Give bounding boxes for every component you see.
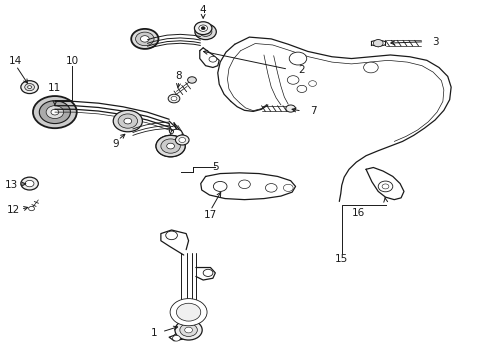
Circle shape xyxy=(199,25,207,31)
Circle shape xyxy=(135,32,154,46)
Circle shape xyxy=(39,101,70,123)
Circle shape xyxy=(171,96,177,101)
Text: 6: 6 xyxy=(167,126,174,136)
Text: 2: 2 xyxy=(297,65,304,75)
Circle shape xyxy=(166,143,174,149)
Text: 8: 8 xyxy=(175,71,182,81)
Text: 4: 4 xyxy=(200,5,206,15)
Circle shape xyxy=(287,76,298,84)
Circle shape xyxy=(176,303,201,321)
Circle shape xyxy=(166,143,174,149)
Circle shape xyxy=(33,96,77,128)
Text: 1: 1 xyxy=(151,328,158,338)
Circle shape xyxy=(265,184,277,192)
Circle shape xyxy=(170,298,206,326)
Circle shape xyxy=(51,109,59,115)
Circle shape xyxy=(172,336,180,341)
Circle shape xyxy=(161,139,180,153)
Circle shape xyxy=(194,22,211,35)
Circle shape xyxy=(165,231,177,240)
Circle shape xyxy=(213,181,226,192)
Text: 10: 10 xyxy=(65,57,78,66)
Circle shape xyxy=(283,184,292,192)
Circle shape xyxy=(199,27,211,36)
Text: 16: 16 xyxy=(351,208,364,218)
Circle shape xyxy=(156,135,185,157)
Circle shape xyxy=(363,62,377,73)
Text: 5: 5 xyxy=(212,162,218,172)
Text: 7: 7 xyxy=(309,107,316,116)
Circle shape xyxy=(187,77,196,83)
Circle shape xyxy=(118,114,137,128)
Circle shape xyxy=(208,57,216,62)
Text: 17: 17 xyxy=(203,210,217,220)
Circle shape xyxy=(29,206,34,211)
Text: 14: 14 xyxy=(8,57,21,66)
Text: 15: 15 xyxy=(334,253,347,264)
Text: 3: 3 xyxy=(431,37,437,47)
Circle shape xyxy=(21,81,38,94)
Circle shape xyxy=(46,106,63,118)
Text: 11: 11 xyxy=(47,83,61,93)
Circle shape xyxy=(21,177,38,190)
Circle shape xyxy=(285,105,295,112)
Circle shape xyxy=(28,86,31,89)
Circle shape xyxy=(161,139,180,153)
Circle shape xyxy=(195,24,216,40)
Circle shape xyxy=(25,84,34,91)
Text: 9: 9 xyxy=(112,139,119,149)
Text: 13: 13 xyxy=(4,180,18,190)
Circle shape xyxy=(377,181,392,192)
Circle shape xyxy=(123,118,131,124)
Circle shape xyxy=(288,52,306,65)
Circle shape xyxy=(156,135,185,157)
Circle shape xyxy=(308,81,316,86)
Circle shape xyxy=(180,324,197,337)
Circle shape xyxy=(25,180,34,187)
Circle shape xyxy=(296,85,306,93)
Circle shape xyxy=(203,269,212,276)
Circle shape xyxy=(201,27,204,30)
Circle shape xyxy=(140,36,149,42)
Circle shape xyxy=(131,29,158,49)
Circle shape xyxy=(179,138,185,143)
Circle shape xyxy=(168,94,180,103)
Text: 12: 12 xyxy=(7,205,20,215)
Circle shape xyxy=(175,320,202,340)
Circle shape xyxy=(381,184,388,189)
Circle shape xyxy=(184,327,192,333)
Circle shape xyxy=(238,180,250,189)
Circle shape xyxy=(175,135,189,145)
Circle shape xyxy=(372,40,382,47)
Circle shape xyxy=(170,129,182,138)
Circle shape xyxy=(113,111,142,132)
